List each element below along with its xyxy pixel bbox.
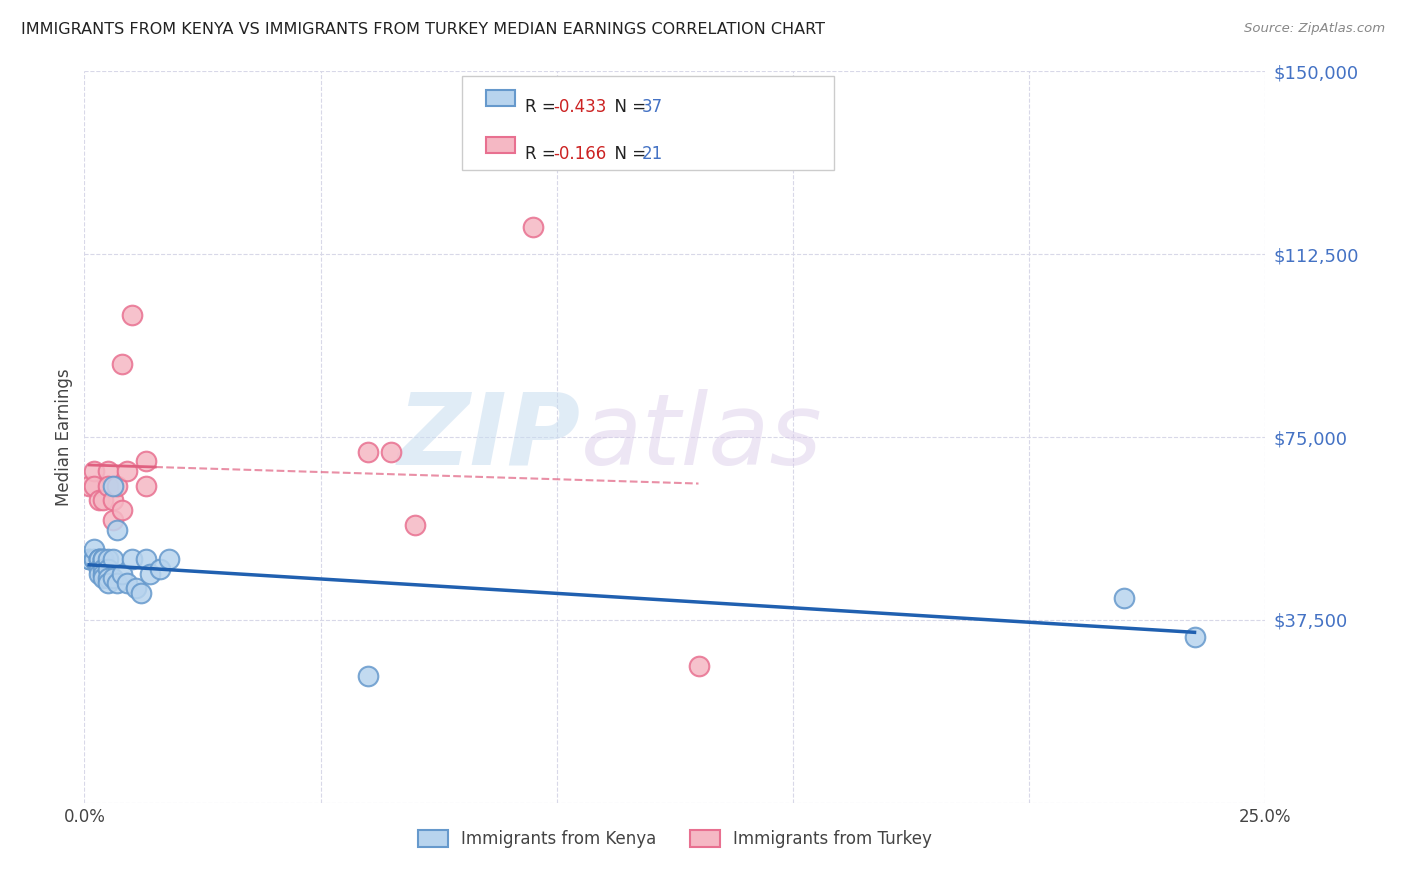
Point	[87, 552, 110, 566]
Point	[87, 552, 110, 566]
Point	[77, 552, 100, 566]
Point	[87, 566, 110, 581]
Point	[139, 566, 162, 581]
FancyBboxPatch shape	[486, 90, 516, 106]
Point	[97, 572, 120, 586]
Point	[83, 464, 105, 478]
Point	[101, 479, 124, 493]
Point	[97, 562, 120, 576]
Point	[157, 552, 180, 566]
Text: Source: ZipAtlas.com: Source: ZipAtlas.com	[1244, 22, 1385, 36]
Point	[121, 552, 143, 566]
Point	[101, 493, 124, 508]
Point	[357, 444, 380, 458]
Point	[91, 566, 114, 581]
Point	[115, 464, 138, 478]
Y-axis label: Median Earnings: Median Earnings	[55, 368, 73, 506]
Point	[101, 572, 124, 586]
Legend: Immigrants from Kenya, Immigrants from Turkey: Immigrants from Kenya, Immigrants from T…	[409, 822, 941, 856]
Point	[115, 576, 138, 591]
Point	[91, 552, 114, 566]
Point	[97, 576, 120, 591]
Text: atlas: atlas	[581, 389, 823, 485]
Point	[107, 479, 129, 493]
Text: -0.166: -0.166	[553, 145, 606, 162]
Point	[83, 552, 105, 566]
Point	[87, 552, 110, 566]
Point	[121, 308, 143, 322]
Point	[1184, 630, 1206, 644]
Point	[111, 566, 134, 581]
FancyBboxPatch shape	[463, 77, 834, 170]
Point	[83, 479, 105, 493]
Point	[91, 562, 114, 576]
Point	[111, 503, 134, 517]
Point	[97, 552, 120, 566]
Point	[380, 444, 402, 458]
FancyBboxPatch shape	[486, 137, 516, 153]
Point	[107, 523, 129, 537]
Point	[97, 464, 120, 478]
Point	[83, 542, 105, 557]
Text: ZIP: ZIP	[398, 389, 581, 485]
Point	[107, 576, 129, 591]
Point	[404, 517, 426, 532]
Point	[125, 581, 148, 595]
Point	[111, 357, 134, 371]
Text: -0.433: -0.433	[553, 98, 606, 116]
Text: N =: N =	[605, 145, 651, 162]
Text: 37: 37	[641, 98, 664, 116]
Point	[87, 493, 110, 508]
Text: 21: 21	[641, 145, 664, 162]
Point	[91, 572, 114, 586]
Point	[97, 479, 120, 493]
Point	[77, 479, 100, 493]
Point	[91, 552, 114, 566]
Point	[101, 513, 124, 527]
Point	[83, 552, 105, 566]
Point	[522, 220, 544, 235]
Point	[135, 454, 157, 468]
Point	[129, 586, 152, 600]
Text: IMMIGRANTS FROM KENYA VS IMMIGRANTS FROM TURKEY MEDIAN EARNINGS CORRELATION CHAR: IMMIGRANTS FROM KENYA VS IMMIGRANTS FROM…	[21, 22, 825, 37]
Point	[87, 562, 110, 576]
Point	[91, 493, 114, 508]
Point	[77, 552, 100, 566]
Point	[101, 552, 124, 566]
Point	[357, 669, 380, 683]
Point	[135, 552, 157, 566]
Text: R =: R =	[524, 145, 561, 162]
Point	[91, 552, 114, 566]
Point	[688, 659, 710, 673]
Point	[149, 562, 172, 576]
Text: N =: N =	[605, 98, 651, 116]
Point	[1112, 591, 1135, 605]
Point	[135, 479, 157, 493]
Text: R =: R =	[524, 98, 561, 116]
